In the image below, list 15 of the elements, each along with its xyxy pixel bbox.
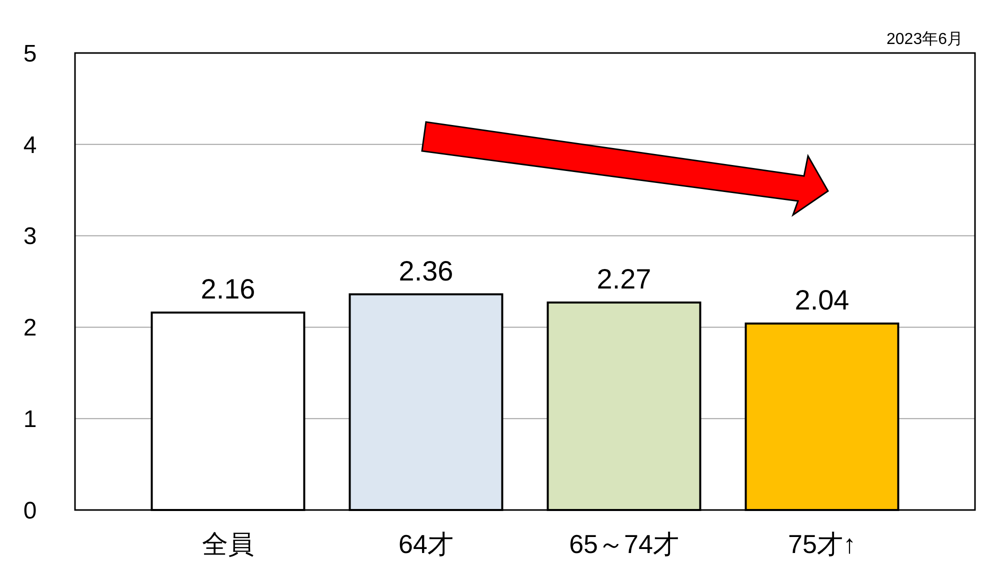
x-tick-label: 75才↑ (788, 529, 856, 559)
text: 2023年6月 (886, 31, 963, 48)
x-tick-label: 全員 (202, 529, 254, 559)
y-tick-label: 3 (23, 223, 37, 250)
data-label: 2.27 (596, 264, 652, 295)
data-label: 2.04 (794, 284, 850, 316)
x-tick-label: 64才 (398, 529, 454, 559)
y-tick-label: 4 (23, 132, 37, 159)
y-tick-label: 0 (23, 497, 37, 524)
y-tick-label: 2 (23, 314, 37, 342)
y-tick-label: 5 (23, 40, 37, 68)
data-label: 2.36 (398, 255, 454, 286)
x-tick-label: 65～74才 (569, 529, 679, 559)
data-label: 2.16 (200, 274, 256, 305)
y-tick-label: 1 (23, 406, 37, 433)
